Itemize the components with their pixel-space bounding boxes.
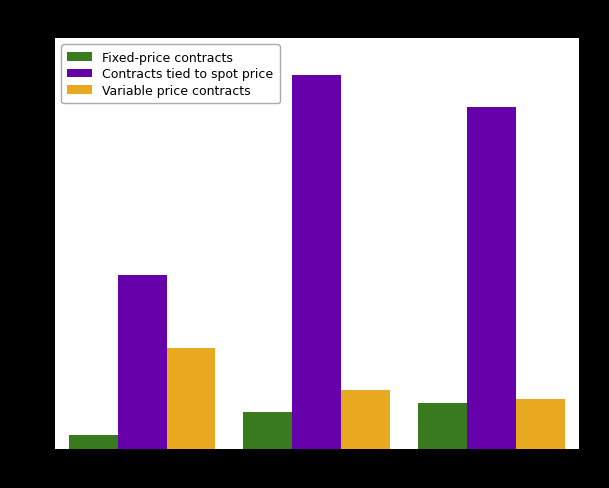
Bar: [292, 76, 341, 449]
Bar: [418, 404, 467, 449]
Legend: Fixed-price contracts, Contracts tied to spot price, Variable price contracts: Fixed-price contracts, Contracts tied to…: [61, 45, 280, 104]
Bar: [69, 435, 118, 449]
Bar: [341, 390, 390, 449]
Bar: [516, 399, 565, 449]
Bar: [244, 412, 292, 449]
Bar: [166, 349, 216, 449]
Bar: [118, 276, 166, 449]
Bar: [467, 107, 516, 449]
